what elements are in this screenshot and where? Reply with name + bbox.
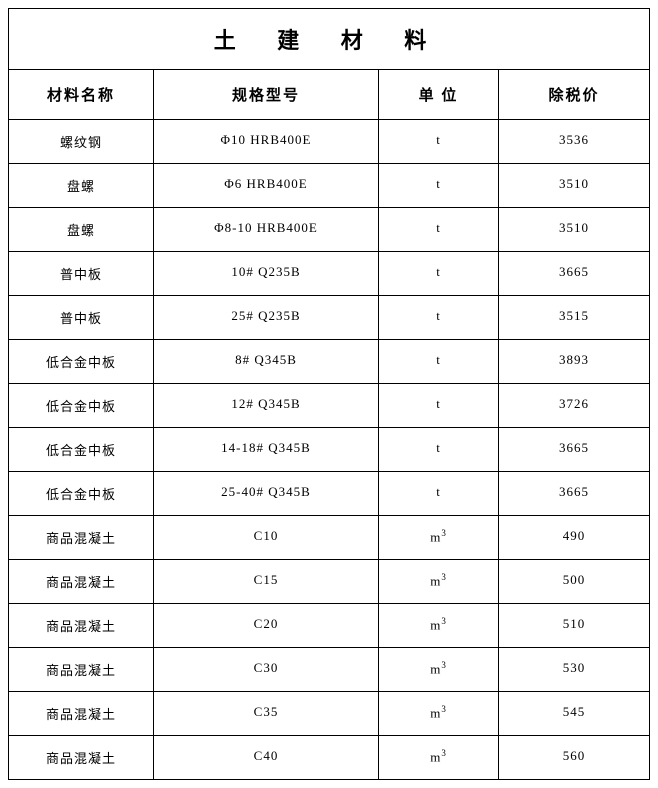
table-row: 盘螺Φ6 HRB400Et3510	[9, 164, 649, 208]
cell-spec: C20	[154, 604, 379, 647]
table-row: 商品混凝土C15m3500	[9, 560, 649, 604]
cell-price: 3893	[499, 340, 649, 383]
cell-name: 商品混凝土	[9, 736, 154, 779]
cell-name: 商品混凝土	[9, 648, 154, 691]
cell-spec: 8# Q345B	[154, 340, 379, 383]
cell-price: 3515	[499, 296, 649, 339]
cell-price: 500	[499, 560, 649, 603]
cell-spec: Φ10 HRB400E	[154, 120, 379, 163]
cell-price: 3536	[499, 120, 649, 163]
cell-name: 盘螺	[9, 164, 154, 207]
cell-spec: 25# Q235B	[154, 296, 379, 339]
cell-price: 3665	[499, 428, 649, 471]
cell-unit: t	[379, 384, 499, 427]
table-row: 商品混凝土C30m3530	[9, 648, 649, 692]
cell-unit: t	[379, 428, 499, 471]
table-header-row: 材料名称 规格型号 单 位 除税价	[9, 70, 649, 120]
cell-price: 3726	[499, 384, 649, 427]
cell-unit: t	[379, 296, 499, 339]
table-row: 商品混凝土C35m3545	[9, 692, 649, 736]
table-row: 商品混凝土C10m3490	[9, 516, 649, 560]
table-row: 低合金中板25-40# Q345Bt3665	[9, 472, 649, 516]
cell-spec: C30	[154, 648, 379, 691]
table-row: 普中板25# Q235Bt3515	[9, 296, 649, 340]
table-row: 盘螺Φ8-10 HRB400Et3510	[9, 208, 649, 252]
cell-spec: 25-40# Q345B	[154, 472, 379, 515]
cell-name: 商品混凝土	[9, 516, 154, 559]
header-unit: 单 位	[379, 70, 499, 119]
header-name: 材料名称	[9, 70, 154, 119]
cell-spec: 12# Q345B	[154, 384, 379, 427]
cell-price: 3510	[499, 208, 649, 251]
header-price: 除税价	[499, 70, 649, 119]
cell-unit: m3	[379, 560, 499, 603]
table-row: 低合金中板8# Q345Bt3893	[9, 340, 649, 384]
cell-price: 3665	[499, 472, 649, 515]
cell-price: 545	[499, 692, 649, 735]
cell-name: 商品混凝土	[9, 560, 154, 603]
cell-name: 商品混凝土	[9, 692, 154, 735]
cell-price: 490	[499, 516, 649, 559]
cell-name: 低合金中板	[9, 340, 154, 383]
cell-price: 530	[499, 648, 649, 691]
cell-name: 低合金中板	[9, 384, 154, 427]
cell-spec: Φ8-10 HRB400E	[154, 208, 379, 251]
cell-unit: m3	[379, 692, 499, 735]
cell-price: 560	[499, 736, 649, 779]
cell-name: 低合金中板	[9, 428, 154, 471]
table-row: 螺纹钢Φ10 HRB400Et3536	[9, 120, 649, 164]
table-body: 螺纹钢Φ10 HRB400Et3536盘螺Φ6 HRB400Et3510盘螺Φ8…	[9, 120, 649, 779]
cell-unit: m3	[379, 516, 499, 559]
cell-spec: C15	[154, 560, 379, 603]
cell-unit: t	[379, 208, 499, 251]
cell-name: 螺纹钢	[9, 120, 154, 163]
cell-spec: C10	[154, 516, 379, 559]
header-spec: 规格型号	[154, 70, 379, 119]
cell-price: 510	[499, 604, 649, 647]
cell-unit: t	[379, 164, 499, 207]
table-row: 商品混凝土C40m3560	[9, 736, 649, 779]
cell-name: 盘螺	[9, 208, 154, 251]
table-row: 低合金中板12# Q345Bt3726	[9, 384, 649, 428]
cell-unit: m3	[379, 648, 499, 691]
cell-unit: t	[379, 252, 499, 295]
table-title: 土 建 材 料	[9, 9, 649, 70]
cell-unit: m3	[379, 604, 499, 647]
cell-unit: t	[379, 472, 499, 515]
cell-name: 低合金中板	[9, 472, 154, 515]
cell-name: 普中板	[9, 296, 154, 339]
cell-unit: t	[379, 120, 499, 163]
table-row: 普中板10# Q235Bt3665	[9, 252, 649, 296]
cell-spec: 10# Q235B	[154, 252, 379, 295]
cell-unit: t	[379, 340, 499, 383]
cell-spec: 14-18# Q345B	[154, 428, 379, 471]
cell-name: 商品混凝土	[9, 604, 154, 647]
cell-price: 3665	[499, 252, 649, 295]
table-row: 低合金中板14-18# Q345Bt3665	[9, 428, 649, 472]
cell-name: 普中板	[9, 252, 154, 295]
cell-spec: C40	[154, 736, 379, 779]
table-row: 商品混凝土C20m3510	[9, 604, 649, 648]
cell-price: 3510	[499, 164, 649, 207]
cell-unit: m3	[379, 736, 499, 779]
cell-spec: Φ6 HRB400E	[154, 164, 379, 207]
materials-table: 土 建 材 料 材料名称 规格型号 单 位 除税价 螺纹钢Φ10 HRB400E…	[8, 8, 650, 780]
cell-spec: C35	[154, 692, 379, 735]
